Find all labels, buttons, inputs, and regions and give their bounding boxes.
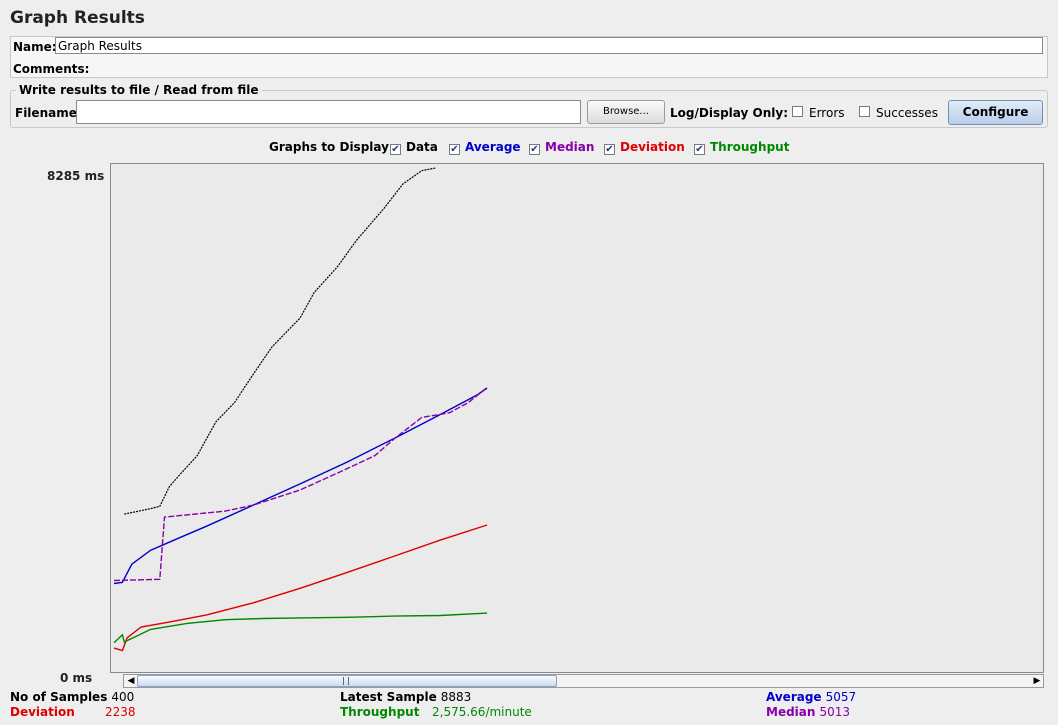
file-panel-legend: Write results to file / Read from file: [16, 83, 262, 97]
panel-title: Graph Results: [10, 8, 145, 28]
y-axis-max-label: 8285 ms: [47, 169, 105, 183]
average-stat: Average 5057: [766, 690, 856, 704]
comments-label: Comments:: [13, 62, 90, 76]
name-label: Name:: [13, 40, 57, 54]
successes-checkbox[interactable]: [859, 106, 870, 120]
configure-button[interactable]: Configure: [948, 100, 1043, 125]
series-data-line: [124, 167, 436, 515]
samples-label: No of Samples: [10, 690, 108, 704]
deviation-label: Deviation: [10, 705, 75, 719]
scroll-left-icon[interactable]: ◀: [127, 676, 135, 686]
errors-checkbox[interactable]: [792, 106, 803, 120]
checkbox-box-icon: [792, 106, 803, 117]
latest-sample-label: Latest Sample: [340, 690, 437, 704]
samples-stat: No of Samples 400: [10, 690, 134, 704]
log-display-only-label: Log/Display Only:: [670, 106, 788, 120]
deviation-stat: Deviation 2238: [10, 705, 136, 719]
graph-svg: [113, 167, 488, 652]
series-throughput-line: [113, 612, 488, 644]
series-median-line: [113, 386, 488, 582]
graph-toggle-throughput[interactable]: ✔ Throughput: [694, 140, 789, 155]
browse-button[interactable]: Browse...: [587, 100, 665, 124]
throughput-stat: Throughput 2,575.66/minute: [340, 705, 532, 719]
check-icon: ✔: [694, 144, 705, 155]
check-icon: ✔: [449, 144, 460, 155]
graphs-to-display-label: Graphs to Display: [269, 140, 389, 154]
graph-toggle-label: Data: [406, 140, 438, 154]
check-icon: ✔: [604, 144, 615, 155]
graph-toggle-label: Throughput: [710, 140, 790, 154]
graph-plot-area: [110, 163, 1044, 673]
successes-label: Successes: [876, 106, 938, 120]
latest-sample-value: 8883: [440, 690, 472, 704]
file-panel: [10, 90, 1048, 128]
graph-toggle-average[interactable]: ✔ Average: [449, 140, 521, 155]
check-icon: ✔: [390, 144, 401, 155]
median-stat: Median 5013: [766, 705, 850, 719]
graph-toggle-label: Deviation: [620, 140, 685, 154]
graph-toggle-label: Median: [545, 140, 595, 154]
checkbox-box-icon: [859, 106, 870, 117]
median-value: 5013: [819, 705, 850, 719]
latest-sample-stat: Latest Sample 8883: [340, 690, 471, 704]
samples-value: 400: [111, 690, 135, 704]
deviation-value: 2238: [105, 705, 136, 719]
graph-toggle-deviation[interactable]: ✔ Deviation: [604, 140, 685, 155]
graph-toggle-label: Average: [465, 140, 521, 154]
scroll-right-icon[interactable]: ▶: [1033, 676, 1041, 686]
average-value: 5057: [825, 690, 857, 704]
errors-label: Errors: [809, 106, 845, 120]
median-label: Median: [766, 705, 816, 719]
scrollbar-thumb[interactable]: [137, 675, 557, 687]
filename-input[interactable]: [76, 100, 581, 124]
filename-label: Filename: [15, 106, 77, 120]
scrollbar-grip-icon: [343, 677, 349, 685]
check-icon: ✔: [529, 144, 540, 155]
series-deviation-line: [113, 524, 488, 652]
average-label: Average: [766, 690, 822, 704]
throughput-value: 2,575.66/minute: [432, 705, 532, 719]
series-average-line: [113, 387, 488, 585]
graph-toggle-median[interactable]: ✔ Median: [529, 140, 594, 155]
graph-toggle-data[interactable]: ✔ Data: [390, 140, 438, 155]
throughput-label: Throughput: [340, 705, 420, 719]
y-axis-min-label: 0 ms: [60, 671, 93, 685]
name-input[interactable]: Graph Results: [55, 37, 1043, 54]
